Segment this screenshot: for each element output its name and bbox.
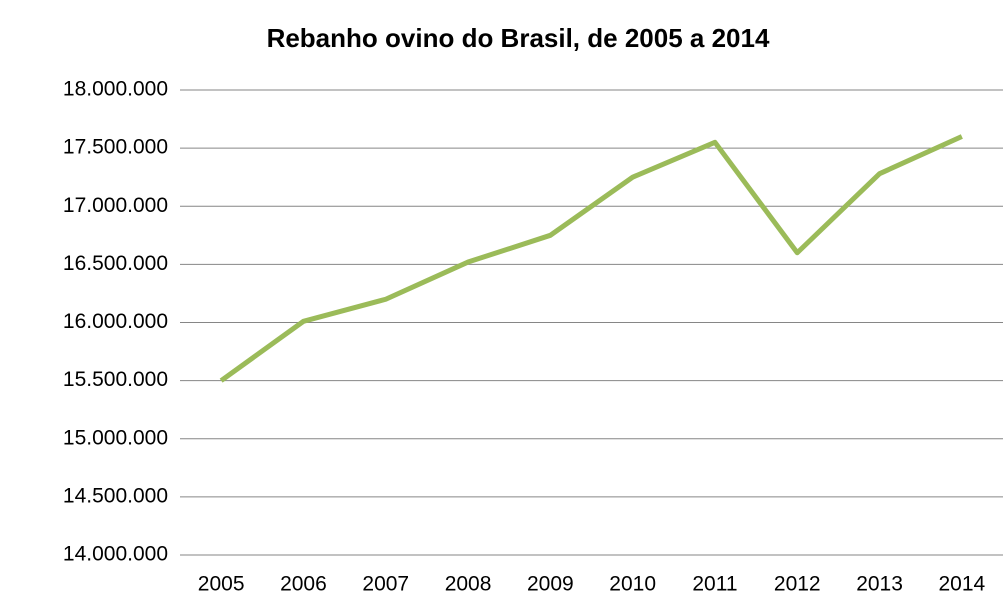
y-tick-label: 16.000.000 bbox=[63, 310, 168, 333]
y-tick-label: 17.500.000 bbox=[63, 136, 168, 159]
x-tick-label: 2011 bbox=[692, 573, 737, 596]
y-tick-label: 17.000.000 bbox=[63, 194, 168, 217]
y-tick-label: 14.000.000 bbox=[63, 543, 168, 566]
chart-title: Rebanho ovino do Brasil, de 2005 a 2014 bbox=[267, 23, 770, 53]
x-tick-label: 2008 bbox=[445, 573, 492, 596]
y-tick-label: 16.500.000 bbox=[63, 252, 168, 275]
x-tick-label: 2014 bbox=[938, 573, 985, 596]
x-tick-label: 2006 bbox=[280, 573, 327, 596]
y-tick-label: 18.000.000 bbox=[63, 78, 168, 101]
x-tick-label: 2009 bbox=[527, 573, 574, 596]
y-tick-label: 15.500.000 bbox=[63, 368, 168, 391]
x-tick-label: 2005 bbox=[198, 573, 245, 596]
x-tick-label: 2007 bbox=[362, 573, 409, 596]
x-tick-label: 2013 bbox=[856, 573, 903, 596]
x-tick-label: 2012 bbox=[774, 573, 821, 596]
y-tick-label: 14.500.000 bbox=[63, 484, 168, 507]
series-line bbox=[219, 134, 963, 383]
y-tick-label: 15.000.000 bbox=[63, 426, 168, 449]
x-tick-label: 2010 bbox=[609, 573, 656, 596]
